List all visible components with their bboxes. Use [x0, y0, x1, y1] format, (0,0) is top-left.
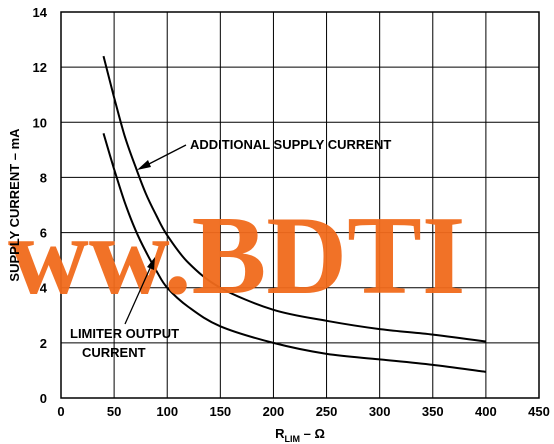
annotation-additional-label: ADDITIONAL SUPPLY CURRENT — [190, 137, 391, 152]
x-axis-title-main: R — [275, 426, 285, 441]
x-tick-label-0: 0 — [57, 404, 64, 419]
y-tick-label-3: 6 — [40, 226, 47, 241]
x-axis-title-suffix: – Ω — [300, 426, 325, 441]
y-tick-label-1: 2 — [40, 336, 47, 351]
annotation-limiter-pointer — [124, 265, 152, 325]
x-tick-label-3: 150 — [209, 404, 231, 419]
x-tick-label-7: 350 — [422, 404, 444, 419]
x-tick-label-6: 300 — [369, 404, 391, 419]
x-tick-label-8: 400 — [475, 404, 497, 419]
x-tick-label-4: 200 — [263, 404, 285, 419]
x-axis-title-subscript: LIM — [285, 434, 301, 444]
plot-frame — [60, 11, 540, 399]
y-tick-label-6: 12 — [33, 60, 47, 75]
series-line-1 — [102, 133, 487, 373]
y-tick-label-0: 0 — [40, 391, 47, 406]
series-line-0 — [102, 55, 487, 343]
annotation-additional: ADDITIONAL SUPPLY CURRENT — [137, 137, 391, 170]
y-tick-labels: 0 2 4 6 8 10 12 14 — [33, 5, 48, 406]
annotation-limiter-label-line1: LIMITER OUTPUT — [70, 326, 179, 341]
x-tick-labels: 0 50 100 150 200 250 300 350 400 450 — [57, 404, 549, 419]
y-tick-label-7: 14 — [33, 5, 48, 20]
y-tick-label-5: 10 — [33, 115, 47, 130]
x-tick-label-9: 450 — [528, 404, 550, 419]
x-tick-label-1: 50 — [107, 404, 121, 419]
watermark: ww.BDTI — [8, 194, 465, 318]
annotation-additional-pointer — [144, 144, 187, 167]
x-tick-label-2: 100 — [156, 404, 178, 419]
annotation-limiter-arrowhead — [147, 257, 155, 270]
annotation-limiter-label-line2: CURRENT — [82, 345, 146, 360]
x-tick-label-5: 250 — [316, 404, 338, 419]
annotation-additional-arrowhead — [137, 160, 151, 170]
y-tick-label-2: 4 — [40, 281, 48, 296]
series-curves — [102, 55, 487, 373]
annotation-limiter: LIMITER OUTPUT CURRENT — [70, 257, 179, 360]
x-axis-title: RLIM – Ω — [275, 426, 325, 444]
y-tick-label-4: 8 — [40, 170, 47, 185]
y-axis-title: SUPPLY CURRENT – mA — [7, 128, 22, 282]
